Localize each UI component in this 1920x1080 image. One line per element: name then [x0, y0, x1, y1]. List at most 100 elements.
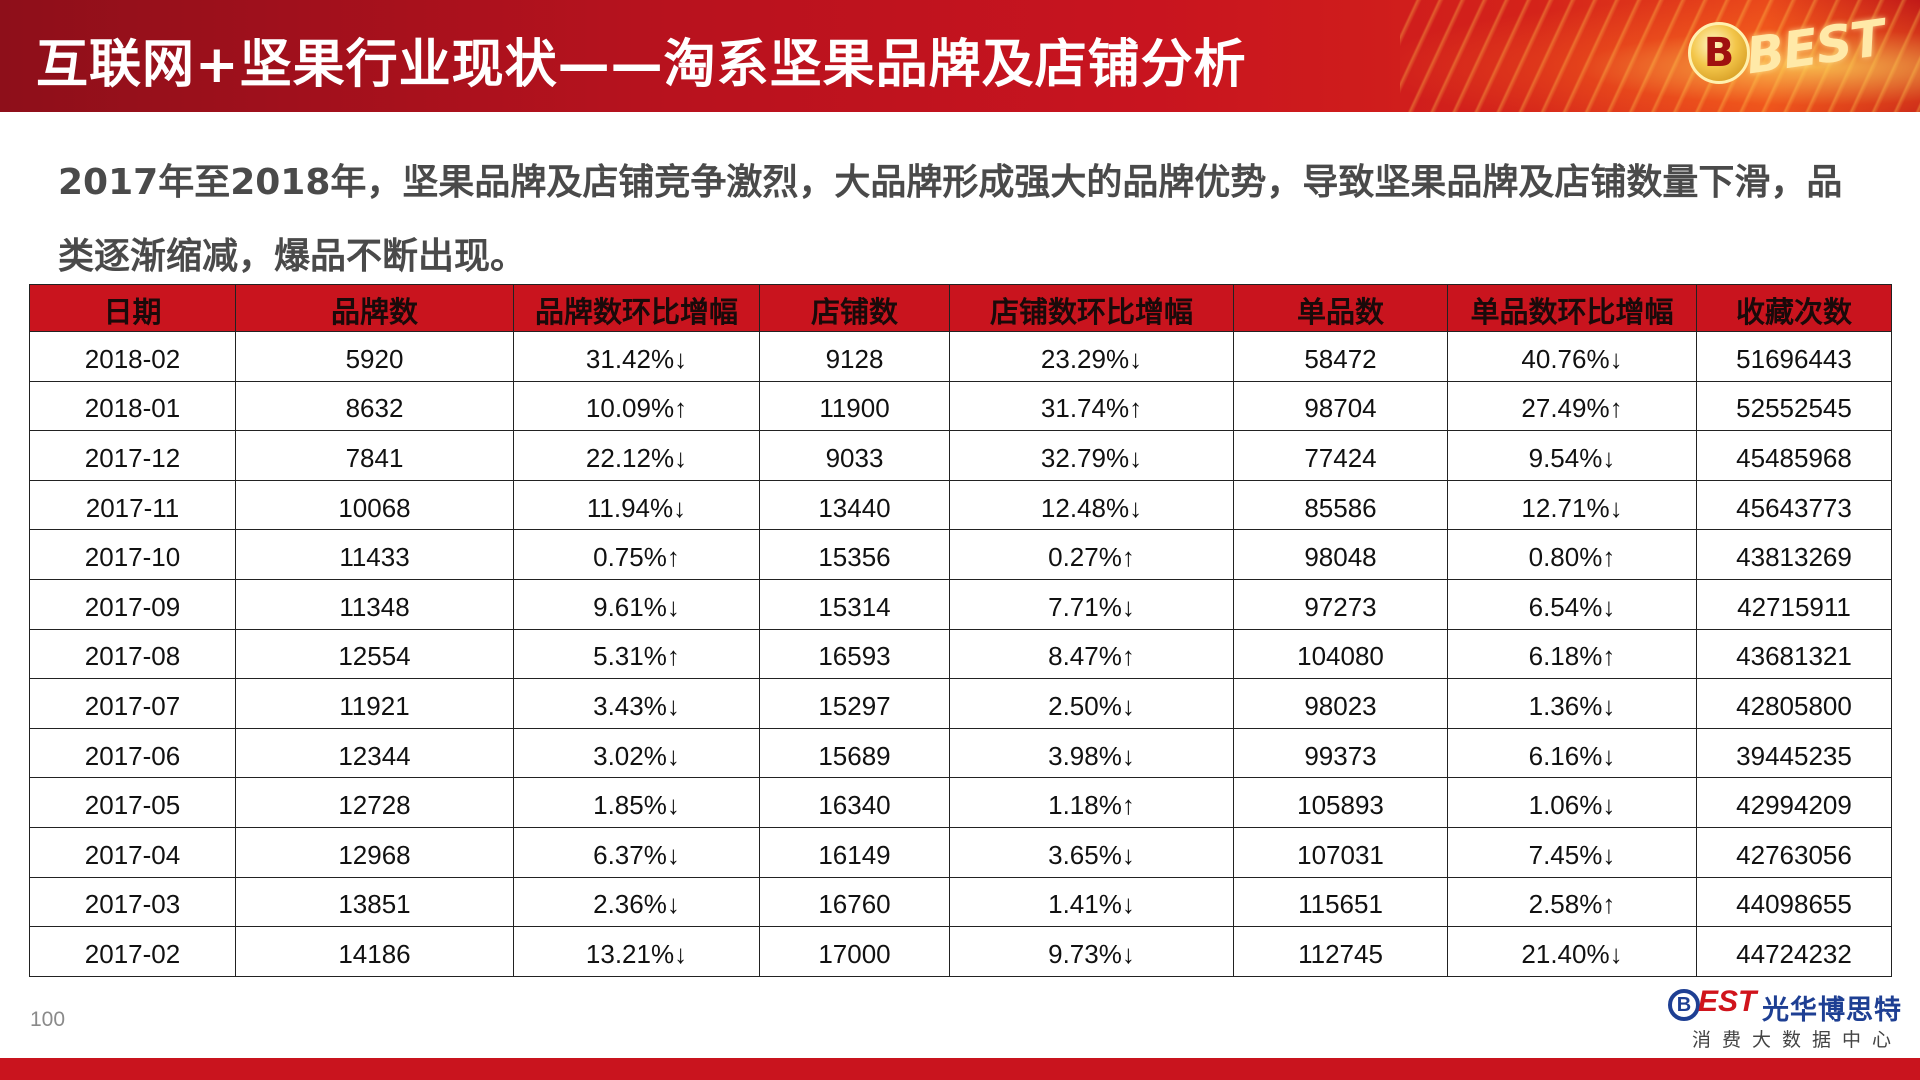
- table-cell: 15314: [759, 578, 950, 630]
- table-cell: 58472: [1233, 331, 1448, 382]
- table-cell: 42994209: [1696, 777, 1892, 828]
- table-row: 2017-02 14186 13.21%↓ 17000 9.73%↓ 112745 21.4…: [29, 926, 1892, 977]
- brand-logo: B EST 光华博思特 消费大数据中心: [1668, 985, 1908, 1051]
- table-cell: 2017-07: [29, 678, 236, 729]
- table-cell: 97273: [1233, 578, 1448, 630]
- table-cell: 11921: [235, 678, 514, 729]
- table-cell: 2017-10: [29, 529, 236, 580]
- table-cell: 3.43%↓: [513, 678, 760, 729]
- table-cell: 0.80%↑: [1447, 529, 1697, 580]
- table-cell: 2017-05: [29, 777, 236, 828]
- column-header: 店铺数: [759, 284, 950, 332]
- table-cell: 31.74%↑: [949, 380, 1234, 432]
- table-cell: 2017-09: [29, 578, 236, 630]
- table-cell: 98048: [1233, 529, 1448, 580]
- table-cell: 11348: [235, 578, 514, 630]
- table-cell: 44098655: [1696, 876, 1892, 928]
- table-cell: 12.48%↓: [949, 479, 1234, 531]
- column-header: 品牌数: [235, 284, 514, 332]
- table-cell: 6.37%↓: [513, 826, 760, 878]
- table-cell: 2018-02: [29, 331, 236, 382]
- table-cell: 0.27%↑: [949, 529, 1234, 580]
- table-cell: 13440: [759, 479, 950, 531]
- table-cell: 40.76%↓: [1447, 331, 1697, 382]
- column-header: 单品数环比增幅: [1447, 284, 1697, 332]
- table-cell: 45485968: [1696, 430, 1892, 481]
- table-cell: 10068: [235, 479, 514, 531]
- table-cell: 16149: [759, 826, 950, 878]
- table-cell: 42763056: [1696, 826, 1892, 878]
- table-cell: 3.02%↓: [513, 727, 760, 779]
- table-cell: 13.21%↓: [513, 926, 760, 977]
- table-cell: 15689: [759, 727, 950, 779]
- table-row: 2017-08 12554 5.31%↑ 16593 8.47%↑ 104080 6.18%…: [29, 628, 1892, 680]
- table-cell: 9033: [759, 430, 950, 481]
- table-cell: 115651: [1233, 876, 1448, 928]
- table-cell: 98023: [1233, 678, 1448, 729]
- table-row: 2018-02 5920 31.42%↓ 9128 23.29%↓ 58472 40.76%…: [29, 331, 1892, 382]
- table-cell: 42805800: [1696, 678, 1892, 729]
- table-row: 2017-05 12728 1.85%↓ 16340 1.18%↑ 105893 1.06%…: [29, 777, 1892, 828]
- brand-est-text: EST: [1698, 985, 1757, 1018]
- table-body: 2018-02 5920 31.42%↓ 9128 23.29%↓ 58472 40.76%…: [29, 331, 1892, 977]
- table-cell: 9128: [759, 331, 950, 382]
- table-row: 2017-12 7841 22.12%↓ 9033 32.79%↓ 77424 9.54%↓…: [29, 430, 1892, 481]
- column-header: 品牌数环比增幅: [513, 284, 760, 332]
- table-cell: 98704: [1233, 380, 1448, 432]
- table-cell: 112745: [1233, 926, 1448, 977]
- table-cell: 2017-03: [29, 876, 236, 928]
- table-cell: 3.65%↓: [949, 826, 1234, 878]
- table-cell: 0.75%↑: [513, 529, 760, 580]
- table-cell: 10.09%↑: [513, 380, 760, 432]
- table-cell: 2017-06: [29, 727, 236, 779]
- table-cell: 7.71%↓: [949, 578, 1234, 630]
- table-cell: 6.16%↓: [1447, 727, 1697, 779]
- table-cell: 6.18%↑: [1447, 628, 1697, 680]
- table-header-row: 日期 品牌数 品牌数环比增幅 店铺数 店铺数环比增幅 单品数 单品数环比增幅 收藏次数: [29, 284, 1892, 332]
- table-cell: 9.61%↓: [513, 578, 760, 630]
- table-cell: 39445235: [1696, 727, 1892, 779]
- table-cell: 52552545: [1696, 380, 1892, 432]
- table-cell: 11900: [759, 380, 950, 432]
- table-cell: 15297: [759, 678, 950, 729]
- column-header: 店铺数环比增幅: [949, 284, 1234, 332]
- table-cell: 99373: [1233, 727, 1448, 779]
- table-row: 2017-06 12344 3.02%↓ 15689 3.98%↓ 99373 6.16%↓…: [29, 727, 1892, 779]
- table-cell: 43813269: [1696, 529, 1892, 580]
- header-rays-decoration: [1400, 0, 1920, 112]
- table-cell: 21.40%↓: [1447, 926, 1697, 977]
- table-cell: 42715911: [1696, 578, 1892, 630]
- table-cell: 2017-02: [29, 926, 236, 977]
- table-row: 2017-11 10068 11.94%↓ 13440 12.48%↓ 85586 12.7…: [29, 479, 1892, 531]
- table-cell: 12968: [235, 826, 514, 878]
- table-cell: 11.94%↓: [513, 479, 760, 531]
- footer-bar: [0, 1058, 1920, 1080]
- table-cell: 12344: [235, 727, 514, 779]
- table-cell: 5.31%↑: [513, 628, 760, 680]
- table-cell: 2.36%↓: [513, 876, 760, 928]
- table-cell: 9.73%↓: [949, 926, 1234, 977]
- brand-subtitle: 消费大数据中心: [1692, 1029, 1903, 1051]
- column-header: 日期: [29, 284, 236, 332]
- table-cell: 7.45%↓: [1447, 826, 1697, 878]
- table-cell: 107031: [1233, 826, 1448, 878]
- intro-paragraph: 2017年至2018年，坚果品牌及店铺竞争激烈，大品牌形成强大的品牌优势，导致坚…: [58, 162, 1843, 277]
- logo-text: BEST: [1742, 8, 1888, 86]
- table-cell: 2.50%↓: [949, 678, 1234, 729]
- table-cell: 1.18%↑: [949, 777, 1234, 828]
- table-cell: 12.71%↓: [1447, 479, 1697, 531]
- table-cell: 2017-12: [29, 430, 236, 481]
- table-cell: 2018-01: [29, 380, 236, 432]
- table-row: 2017-04 12968 6.37%↓ 16149 3.65%↓ 107031 7.45%…: [29, 826, 1892, 878]
- table-cell: 32.79%↓: [949, 430, 1234, 481]
- table-cell: 2017-08: [29, 628, 236, 680]
- table-cell: 44724232: [1696, 926, 1892, 977]
- table-cell: 9.54%↓: [1447, 430, 1697, 481]
- table-cell: 17000: [759, 926, 950, 977]
- table-cell: 12728: [235, 777, 514, 828]
- table-cell: 45643773: [1696, 479, 1892, 531]
- table-cell: 2017-11: [29, 479, 236, 531]
- table-cell: 27.49%↑: [1447, 380, 1697, 432]
- table-cell: 3.98%↓: [949, 727, 1234, 779]
- table-cell: 85586: [1233, 479, 1448, 531]
